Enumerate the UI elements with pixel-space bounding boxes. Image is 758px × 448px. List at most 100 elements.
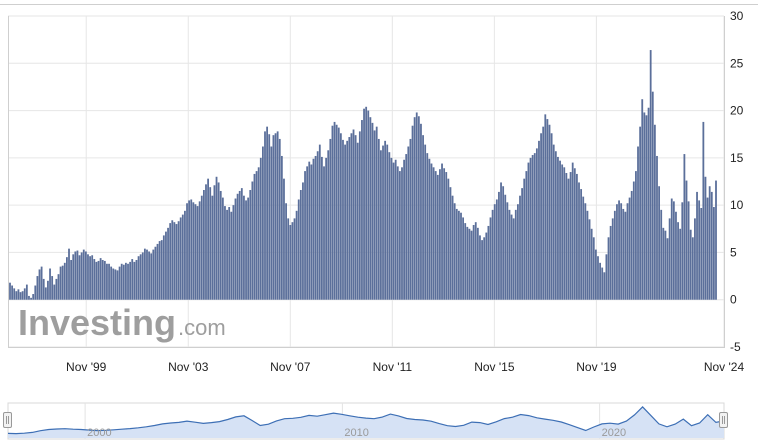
bar bbox=[533, 153, 536, 300]
bar bbox=[694, 218, 696, 300]
bar bbox=[521, 188, 524, 300]
navigator-left-handle[interactable] bbox=[3, 412, 12, 428]
bar bbox=[432, 167, 435, 300]
bar bbox=[253, 173, 256, 300]
bar bbox=[653, 124, 656, 300]
y-tick-label: 15 bbox=[730, 151, 744, 165]
bar bbox=[308, 161, 311, 300]
bar bbox=[365, 106, 368, 300]
bar bbox=[609, 225, 612, 300]
bar bbox=[344, 144, 346, 300]
bar bbox=[557, 156, 559, 300]
bar bbox=[192, 202, 195, 300]
bar bbox=[21, 291, 24, 300]
bar bbox=[540, 133, 542, 300]
bar bbox=[312, 158, 315, 300]
bar bbox=[259, 157, 262, 300]
bar bbox=[331, 125, 334, 300]
bar bbox=[89, 256, 91, 300]
bar bbox=[226, 209, 228, 300]
bar bbox=[599, 262, 601, 300]
bar bbox=[668, 218, 671, 300]
bar bbox=[135, 259, 138, 300]
navigator-year-label: 2000 bbox=[87, 427, 111, 439]
bar bbox=[325, 157, 328, 300]
y-tick-label: 0 bbox=[730, 293, 737, 307]
bar bbox=[535, 148, 538, 300]
bar bbox=[411, 125, 414, 300]
bars-layer bbox=[9, 50, 717, 300]
bar bbox=[200, 195, 203, 300]
bar bbox=[529, 157, 532, 300]
bar bbox=[559, 160, 561, 300]
bar bbox=[708, 186, 711, 300]
bar bbox=[582, 196, 585, 300]
bar bbox=[531, 155, 534, 300]
navigator-right-handle[interactable] bbox=[719, 412, 728, 428]
bar bbox=[82, 249, 85, 300]
bar bbox=[243, 195, 245, 300]
bar bbox=[251, 181, 254, 300]
bar bbox=[565, 172, 568, 300]
navigator-labels: 2000 2010 2020 bbox=[87, 427, 626, 439]
bar bbox=[481, 240, 483, 300]
bar bbox=[131, 259, 134, 300]
bar bbox=[173, 222, 176, 300]
bar bbox=[329, 138, 332, 300]
bar bbox=[350, 133, 353, 300]
bar bbox=[53, 284, 56, 300]
bar bbox=[447, 178, 450, 300]
bar bbox=[194, 204, 197, 300]
bar bbox=[715, 180, 717, 300]
bar bbox=[670, 198, 673, 300]
x-tick-label: Nov '11 bbox=[373, 360, 413, 374]
bar bbox=[712, 207, 715, 300]
bar bbox=[224, 206, 226, 300]
bar bbox=[266, 126, 269, 300]
bar bbox=[205, 184, 207, 300]
bar bbox=[262, 146, 264, 300]
bar bbox=[196, 206, 199, 300]
bar bbox=[285, 203, 287, 300]
bar bbox=[32, 294, 35, 300]
bar bbox=[514, 209, 517, 300]
bar bbox=[573, 168, 576, 300]
bar bbox=[91, 255, 94, 300]
bar bbox=[289, 225, 292, 300]
bar bbox=[84, 251, 87, 300]
bar bbox=[167, 227, 169, 300]
bar bbox=[544, 114, 547, 300]
bar bbox=[405, 154, 408, 300]
bar bbox=[538, 140, 540, 300]
bar bbox=[137, 256, 140, 300]
bar bbox=[361, 120, 363, 300]
bar bbox=[57, 274, 60, 300]
bar bbox=[576, 173, 578, 300]
bar bbox=[299, 190, 302, 300]
bar bbox=[186, 203, 188, 300]
bar bbox=[80, 252, 83, 300]
bar bbox=[162, 235, 165, 300]
bar bbox=[257, 167, 260, 300]
bar bbox=[392, 162, 395, 300]
bar bbox=[25, 284, 28, 300]
bar bbox=[415, 112, 418, 300]
bar bbox=[101, 259, 104, 300]
navigator-year-label: 2020 bbox=[602, 427, 626, 439]
bar bbox=[143, 248, 146, 300]
bar bbox=[276, 131, 279, 300]
bar bbox=[188, 200, 191, 300]
bar bbox=[375, 126, 378, 300]
bar bbox=[700, 207, 703, 300]
bar bbox=[232, 205, 235, 300]
bar bbox=[588, 219, 591, 300]
bar bbox=[215, 176, 218, 300]
bar bbox=[632, 181, 635, 300]
bar bbox=[179, 217, 182, 300]
navigator[interactable]: 2000 2010 2020 bbox=[3, 402, 728, 440]
bar bbox=[76, 250, 79, 300]
bar bbox=[578, 182, 580, 300]
bar bbox=[316, 151, 319, 300]
bar bbox=[177, 221, 180, 300]
bar bbox=[272, 135, 275, 300]
